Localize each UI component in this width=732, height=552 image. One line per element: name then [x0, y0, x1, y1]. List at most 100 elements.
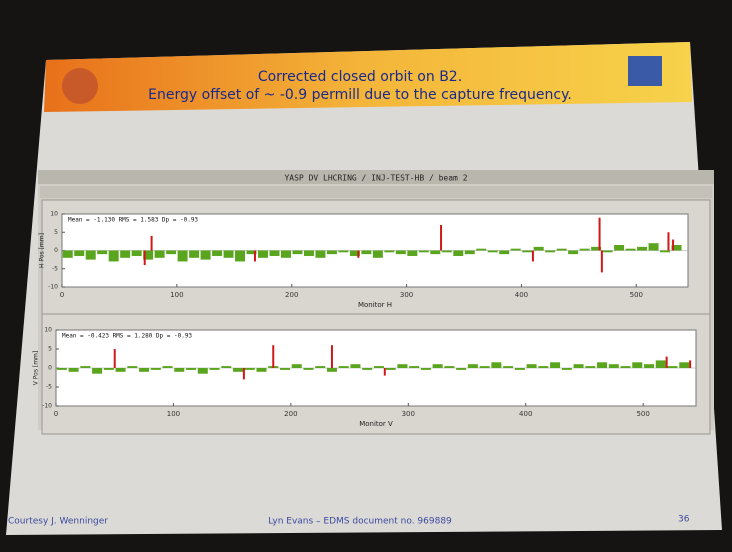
orbit-bar	[303, 250, 314, 256]
toolbar	[40, 186, 712, 198]
orbit-bar	[372, 250, 383, 258]
orbit-bar	[430, 250, 441, 255]
orbit-bar	[432, 364, 443, 368]
y-axis-label: H Pos [mm]	[39, 233, 46, 268]
x-tick-label: 0	[60, 291, 64, 299]
y-axis-label: V Pos [mm]	[33, 351, 40, 386]
orbit-bar	[80, 366, 91, 368]
orbit-bar	[598, 217, 601, 251]
orbit-bar	[456, 368, 467, 370]
slide-header	[44, 42, 692, 112]
orbit-bar	[655, 360, 666, 368]
orbit-bar	[139, 368, 150, 372]
y-tick-label: -5	[46, 384, 52, 391]
orbit-bar	[349, 250, 360, 256]
slide-title: Corrected closed orbit on B2.	[258, 69, 462, 85]
x-axis-label: Monitor V	[359, 420, 393, 428]
orbit-bar	[665, 356, 668, 368]
stats-annotation: Mean = -1.130 RMS = 1.583 Dp = -0.93	[68, 217, 198, 224]
orbit-bar	[679, 362, 690, 368]
orbit-bar	[242, 368, 245, 380]
stats-annotation: Mean = -0.423 RMS = 1.280 Dp = -0.93	[62, 333, 192, 340]
x-tick-label: 500	[630, 291, 643, 299]
orbit-bar	[556, 248, 567, 251]
orbit-bar	[338, 366, 349, 368]
orbit-bar	[479, 366, 490, 368]
y-tick-label: -10	[42, 403, 52, 410]
y-tick-label: 0	[54, 247, 58, 254]
orbit-bar	[177, 250, 188, 262]
orbit-bar	[85, 250, 96, 260]
orbit-bar	[614, 245, 625, 251]
orbit-bar	[253, 250, 256, 262]
orbit-bar	[637, 246, 648, 251]
orbit-bar	[280, 250, 291, 258]
orbit-bar	[660, 250, 671, 253]
orbit-bar	[561, 368, 572, 370]
orbit-bar	[418, 250, 429, 253]
orbit-bar	[120, 250, 131, 258]
orbit-bar	[602, 250, 613, 253]
x-tick-label: 300	[402, 410, 415, 418]
orbit-bar	[103, 368, 114, 370]
orbit-bar	[591, 246, 602, 251]
orbit-bar	[189, 250, 200, 258]
orbit-bar	[545, 250, 556, 253]
orbit-bar	[74, 250, 85, 256]
orbit-bar	[108, 250, 119, 262]
orbit-bar	[503, 366, 514, 368]
x-tick-label: 400	[519, 410, 532, 418]
orbit-bar	[197, 368, 208, 374]
orbit-bar	[212, 250, 223, 256]
orbit-bar	[453, 250, 464, 256]
orbit-bar	[385, 368, 396, 370]
window-titlebar	[38, 170, 714, 184]
orbit-bar	[56, 368, 67, 370]
orbit-bar	[514, 368, 525, 370]
orbit-bar	[315, 366, 326, 368]
orbit-bar	[350, 364, 361, 368]
orbit-bar	[244, 368, 255, 370]
orbit-bar	[315, 250, 326, 258]
orbit-bar	[279, 368, 290, 370]
orbit-bar	[97, 250, 108, 255]
orbit-bar	[476, 248, 487, 251]
y-tick-label: -5	[52, 265, 58, 272]
orbit-bar	[464, 250, 475, 255]
orbit-bar	[522, 250, 533, 253]
orbit-bar	[113, 349, 116, 368]
orbit-bar	[620, 366, 631, 368]
x-tick-label: 200	[285, 291, 298, 299]
orbit-bar	[597, 362, 608, 368]
x-tick-label: 400	[515, 291, 528, 299]
orbit-bar	[291, 364, 302, 368]
y-tick-label: 10	[50, 211, 58, 218]
orbit-bar	[487, 250, 498, 253]
orbit-bar	[186, 368, 197, 370]
orbit-bar	[115, 368, 126, 372]
page-number: 36	[678, 515, 690, 525]
orbit-bar	[362, 368, 373, 370]
orbit-bar	[235, 250, 246, 262]
y-tick-label: 5	[54, 229, 58, 236]
y-tick-label: -10	[48, 284, 58, 291]
orbit-bar	[585, 366, 596, 368]
orbit-bar	[246, 250, 257, 255]
orbit-bar	[671, 245, 682, 251]
orbit-bar	[672, 239, 675, 251]
orbit-bar	[174, 368, 185, 372]
footer-left: Courtesy J. Wenninger	[8, 517, 108, 527]
orbit-bar	[667, 232, 670, 251]
orbit-bar	[143, 250, 146, 266]
x-tick-label: 0	[54, 410, 58, 418]
cern-logo	[628, 56, 662, 86]
orbit-bar	[510, 248, 521, 251]
orbit-bar	[667, 366, 678, 368]
x-tick-label: 200	[284, 410, 297, 418]
orbit-bar	[395, 250, 406, 255]
window-title: YASP DV LHCRING / INJ-TEST-HB / beam 2	[284, 174, 467, 183]
x-tick-label: 100	[167, 410, 180, 418]
orbit-bar	[538, 366, 549, 368]
orbit-bar	[303, 368, 314, 370]
